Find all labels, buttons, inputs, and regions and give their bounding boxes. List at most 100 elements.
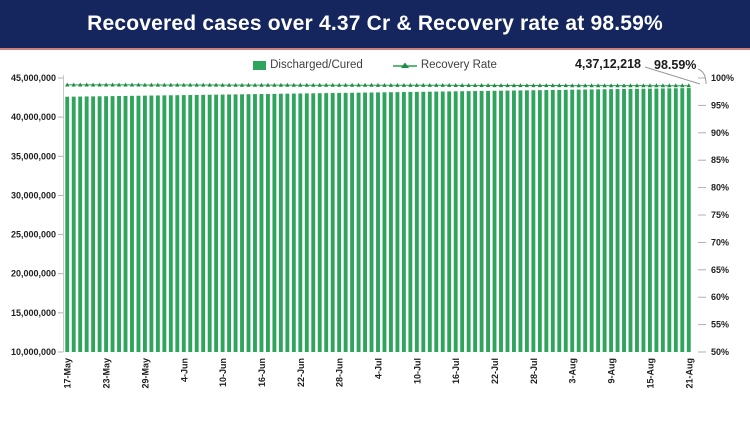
line-marker xyxy=(246,82,251,87)
bar xyxy=(194,94,199,353)
bar xyxy=(635,88,639,353)
bar xyxy=(512,90,516,352)
line-marker xyxy=(654,83,659,88)
bar xyxy=(136,95,141,353)
x-axis-label: 23-May xyxy=(102,358,112,389)
line-marker xyxy=(634,83,640,88)
line-marker xyxy=(65,82,70,87)
bar xyxy=(330,93,335,352)
bar xyxy=(104,96,109,352)
line-marker xyxy=(563,83,568,88)
title-bar: Recovered cases over 4.37 Cr & Recovery … xyxy=(0,0,750,50)
line-marker xyxy=(602,83,607,88)
bar xyxy=(434,91,439,352)
line-marker xyxy=(680,83,685,88)
line-marker xyxy=(298,82,303,87)
bar xyxy=(337,92,342,352)
line-marker xyxy=(252,82,258,87)
line-marker xyxy=(388,82,393,87)
line-marker xyxy=(537,83,542,88)
right-axis-label: 50% xyxy=(711,347,729,357)
line-marker xyxy=(304,82,309,87)
line-marker xyxy=(356,82,361,87)
bar xyxy=(356,92,361,353)
line-marker xyxy=(214,82,219,87)
x-axis-label: 16-Jul xyxy=(451,358,461,384)
bar xyxy=(421,91,426,353)
bar xyxy=(389,92,393,352)
bar xyxy=(414,91,419,353)
line-marker xyxy=(123,82,128,87)
line-marker xyxy=(363,82,368,87)
x-axis-label: 16-Jun xyxy=(257,358,267,387)
x-axis-label: 10-Jun xyxy=(218,358,228,387)
bar xyxy=(350,92,355,352)
bar xyxy=(181,95,186,353)
bar xyxy=(628,88,633,352)
line-marker xyxy=(233,82,238,87)
line-marker xyxy=(291,82,296,87)
line-marker xyxy=(175,82,180,87)
bar xyxy=(583,89,588,353)
bar xyxy=(343,92,348,352)
line-marker xyxy=(91,82,96,87)
bar xyxy=(207,94,212,352)
line-marker xyxy=(78,82,83,87)
bar xyxy=(550,89,555,352)
bar xyxy=(447,91,452,352)
line-marker xyxy=(544,83,549,88)
right-axis-label: 75% xyxy=(711,210,729,220)
line-marker xyxy=(84,82,89,87)
bar xyxy=(220,94,225,352)
bar xyxy=(278,93,283,352)
line-marker xyxy=(647,83,652,88)
line-marker xyxy=(524,83,529,88)
line-marker xyxy=(278,82,283,87)
bar xyxy=(518,90,523,353)
leader-line-total xyxy=(644,66,701,85)
right-axis-label: 85% xyxy=(711,155,729,165)
line-marker xyxy=(660,83,665,88)
line-marker xyxy=(498,83,504,88)
left-axis-label: 10,000,000 xyxy=(11,347,56,357)
x-axis-label: 21-Aug xyxy=(684,358,694,389)
bar xyxy=(395,92,400,352)
left-axis-label: 35,000,000 xyxy=(11,151,56,161)
line-marker xyxy=(511,83,517,88)
bar xyxy=(130,95,134,352)
line-marker xyxy=(194,82,199,87)
right-axis-label: 80% xyxy=(711,183,729,193)
bar xyxy=(557,89,562,352)
line-marker xyxy=(408,82,413,87)
bar xyxy=(673,88,678,352)
line-marker xyxy=(155,82,160,87)
bar xyxy=(544,90,549,352)
right-axis-label: 70% xyxy=(711,237,729,247)
x-axis-label: 28-Jul xyxy=(529,358,539,384)
bar xyxy=(486,90,490,353)
bar xyxy=(524,90,529,352)
bar xyxy=(123,95,128,353)
x-axis-label: 28-Jun xyxy=(335,358,345,387)
line-marker xyxy=(570,83,575,88)
line-marker xyxy=(596,83,601,88)
x-axis-label: 29-May xyxy=(140,358,150,389)
line-marker xyxy=(136,82,141,87)
line-marker xyxy=(641,83,646,88)
bar xyxy=(214,94,219,352)
line-marker xyxy=(162,82,167,87)
x-axis-label: 22-Jun xyxy=(296,358,306,387)
line-marker xyxy=(583,83,588,88)
bar xyxy=(240,94,244,353)
line-marker xyxy=(317,82,322,87)
line-marker xyxy=(265,82,270,87)
line-marker xyxy=(453,83,458,87)
bar xyxy=(427,91,432,353)
bar xyxy=(78,96,83,352)
bar xyxy=(227,94,232,352)
bar xyxy=(602,89,607,352)
line-marker xyxy=(531,83,536,88)
line-marker xyxy=(259,82,264,87)
bar xyxy=(647,88,652,353)
bar xyxy=(505,90,510,352)
